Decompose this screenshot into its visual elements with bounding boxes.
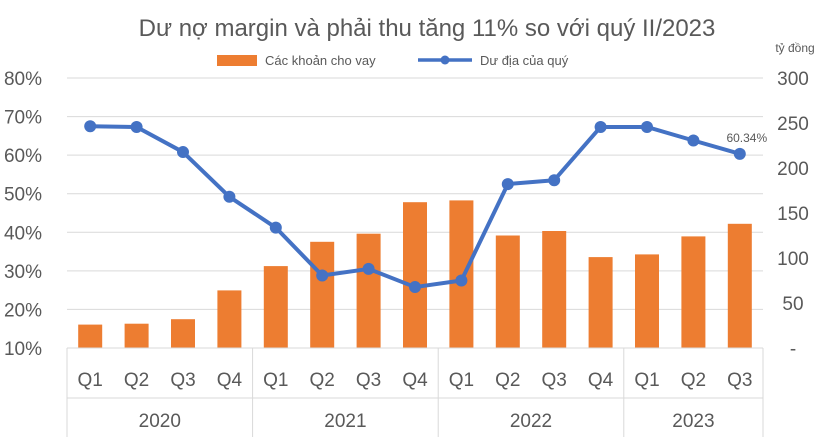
line-point — [687, 134, 700, 147]
left-tick-label: 70% — [4, 108, 42, 129]
left-axis-ticks: 10% 20% 30% 40% 50% 60% 70% 80% — [4, 69, 42, 360]
category-label: Q2 — [310, 370, 335, 391]
right-tick-label: 50 — [782, 294, 803, 315]
data-label-last: 60.34% — [726, 131, 767, 145]
line-point — [409, 281, 421, 294]
legend-label-line: Dư địa của quý — [480, 53, 569, 68]
right-tick-label: 100 — [777, 249, 809, 270]
year-label: 2023 — [672, 411, 714, 432]
bar — [727, 223, 752, 348]
bar — [356, 233, 381, 348]
legend-label-bar: Các khoản cho vay — [265, 53, 376, 68]
x-axis: Q1 Q2 Q3 Q4 Q1 Q2 Q3 Q4 Q1 Q2 Q3 Q4 Q1 Q2 Q3 2020 2021 20… — [66, 347, 764, 437]
bar — [449, 200, 474, 348]
bar — [124, 323, 149, 348]
line-point — [501, 178, 514, 191]
year-label: 2021 — [324, 411, 366, 432]
bar — [171, 319, 195, 348]
left-tick-label: 10% — [4, 339, 42, 360]
line-point — [84, 120, 97, 133]
left-tick-label: 40% — [4, 223, 42, 244]
right-tick-label: 150 — [777, 204, 809, 225]
chart-title: Dư nợ margin và phải thu tăng 11% so với… — [139, 15, 716, 42]
line-point — [455, 274, 468, 287]
bar — [263, 266, 288, 348]
category-label: Q3 — [356, 370, 381, 391]
bar — [310, 241, 335, 348]
category-label: Q4 — [588, 370, 614, 391]
category-label: Q1 — [449, 370, 474, 391]
left-tick-label: 60% — [4, 146, 42, 167]
line-point — [130, 120, 143, 133]
right-tick-label: 250 — [777, 114, 809, 135]
year-label: 2020 — [139, 411, 181, 432]
category-label: Q4 — [217, 370, 243, 391]
line-point — [733, 147, 746, 160]
bar — [635, 254, 659, 348]
category-label: Q1 — [634, 370, 659, 391]
right-axis-ticks: - 50 100 150 200 250 300 — [777, 69, 809, 360]
category-label: Q2 — [681, 370, 706, 391]
bar — [217, 290, 242, 348]
bar — [588, 257, 613, 348]
category-label: Q2 — [495, 370, 520, 391]
category-label: Q2 — [124, 370, 149, 391]
line-point — [594, 120, 607, 133]
line-point — [177, 146, 189, 159]
right-tick-label: 300 — [777, 69, 809, 90]
legend-swatch-bar — [217, 55, 257, 66]
bar — [542, 231, 567, 348]
line-point — [548, 174, 561, 187]
right-tick-label: - — [790, 339, 796, 360]
category-label: Q4 — [402, 370, 428, 391]
bar — [78, 324, 103, 348]
bar-series — [78, 200, 752, 348]
category-label: Q3 — [542, 370, 567, 391]
left-tick-label: 80% — [4, 69, 42, 90]
line-point — [223, 190, 236, 203]
left-tick-label: 20% — [4, 300, 42, 321]
bar — [495, 235, 520, 348]
line-point — [269, 221, 282, 234]
category-label: Q3 — [727, 370, 752, 391]
right-tick-label: 200 — [777, 159, 809, 180]
line-point — [316, 269, 329, 282]
left-tick-label: 50% — [4, 185, 42, 206]
category-label: Q3 — [170, 370, 195, 391]
line-point — [641, 120, 653, 133]
legend-swatch-marker — [440, 55, 450, 65]
category-label: Q1 — [263, 370, 288, 391]
line-series — [84, 120, 746, 294]
year-label: 2022 — [510, 411, 552, 432]
legend: Các khoản cho vay Dư địa của quý — [217, 53, 569, 68]
right-axis-unit: tỷ đồng — [775, 41, 814, 55]
bar — [403, 202, 427, 348]
category-label: Q1 — [78, 370, 103, 391]
line-point — [362, 262, 375, 275]
left-tick-label: 30% — [4, 262, 42, 283]
bar — [681, 236, 706, 348]
